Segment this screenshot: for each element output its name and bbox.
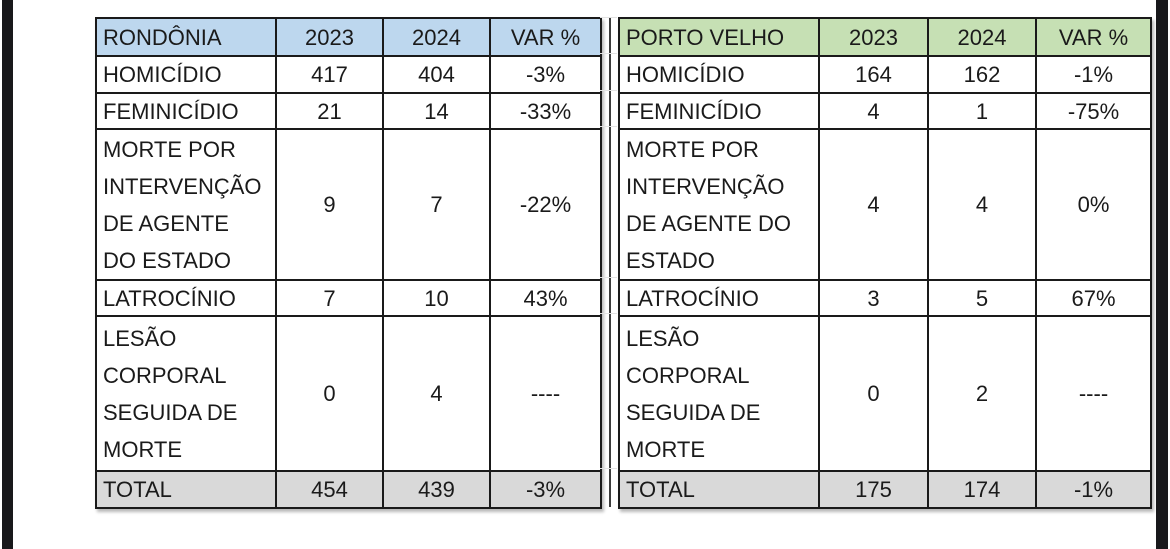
right-letterbox-bar — [1156, 0, 1168, 549]
value-2023: 21 — [277, 94, 384, 128]
col-header-2024: 2024 — [929, 19, 1037, 55]
value-2023: 4 — [820, 94, 929, 128]
row-label: TOTAL — [97, 472, 277, 507]
table-title: RONDÔNIA — [97, 19, 277, 55]
value-2024: 2 — [929, 317, 1037, 470]
row-label: MORTE POR INTERVENÇÃO DE AGENTE DO ESTAD… — [620, 130, 820, 279]
row-label: LESÃO CORPORAL SEGUIDA DE MORTE — [620, 317, 820, 470]
value-2023: 0 — [820, 317, 929, 470]
row-label: LATROCÍNIO — [620, 281, 820, 315]
value-2024: 4 — [384, 317, 491, 470]
value-2024: 7 — [384, 130, 491, 279]
row-gridline — [600, 313, 617, 314]
table-row: LATROCÍNIO 7 10 43% — [97, 279, 600, 315]
col-header-2024: 2024 — [384, 19, 491, 55]
table-row: HOMICÍDIO 417 404 -3% — [97, 55, 600, 92]
table-row: MORTE POR INTERVENÇÃO DE AGENTE DO ESTAD… — [97, 128, 600, 279]
col-header-2023: 2023 — [277, 19, 384, 55]
row-label: LATROCÍNIO — [97, 281, 277, 315]
value-2024: 404 — [384, 57, 491, 92]
value-2024: 174 — [929, 472, 1037, 507]
value-2023: 0 — [277, 317, 384, 470]
table-row: MORTE POR INTERVENÇÃO DE AGENTE DO ESTAD… — [620, 128, 1150, 279]
row-gridline — [600, 90, 617, 91]
table-row: HOMICÍDIO 164 162 -1% — [620, 55, 1150, 92]
table-header-row: PORTO VELHO 2023 2024 VAR % — [620, 19, 1150, 55]
row-gridline — [600, 53, 617, 54]
left-letterbox-bar — [2, 0, 13, 549]
value-var: -3% — [525, 62, 566, 87]
value-var: -33% — [519, 98, 572, 124]
value-2024: 5 — [929, 281, 1037, 315]
value-2023: 417 — [277, 57, 384, 92]
row-gridline — [600, 277, 617, 278]
row-gridline — [600, 126, 617, 127]
value-var: 67% — [1071, 285, 1116, 311]
column-gridline — [609, 18, 611, 507]
value-var: ---- — [1078, 381, 1109, 406]
row-label: FEMINICÍDIO — [620, 94, 820, 128]
table-row: FEMINICÍDIO 4 1 -75% — [620, 92, 1150, 128]
table-row: LESÃO CORPORAL SEGUIDA DE MORTE 0 4 ---- — [97, 315, 600, 470]
value-var: -1% — [1073, 62, 1114, 87]
row-gridline — [600, 17, 617, 18]
total-row: TOTAL 454 439 -3% — [97, 470, 600, 507]
value-2023: 454 — [277, 472, 384, 507]
rondonia-table: RONDÔNIA 2023 2024 VAR % HOMICÍDIO 417 4… — [95, 17, 602, 509]
row-label: LESÃO CORPORAL SEGUIDA DE MORTE — [97, 317, 277, 470]
value-2024: 439 — [384, 472, 491, 507]
value-2024: 4 — [929, 130, 1037, 279]
value-2023: 4 — [820, 130, 929, 279]
value-var: -75% — [1067, 98, 1120, 124]
value-2023: 3 — [820, 281, 929, 315]
value-2024: 162 — [929, 57, 1037, 92]
value-2024: 10 — [384, 281, 491, 315]
value-var: -3% — [491, 472, 600, 507]
row-label: HOMICÍDIO — [620, 57, 820, 92]
col-header-var: VAR % — [491, 19, 600, 55]
row-label: MORTE POR INTERVENÇÃO DE AGENTE DO ESTAD… — [97, 130, 277, 279]
value-2024: 1 — [929, 94, 1037, 128]
value-2023: 7 — [277, 281, 384, 315]
table-row: FEMINICÍDIO 21 14 -33% — [97, 92, 600, 128]
table-title: PORTO VELHO — [620, 19, 820, 55]
value-var: 0% — [1077, 192, 1110, 217]
value-var: ---- — [530, 381, 561, 406]
table-row: LESÃO CORPORAL SEGUIDA DE MORTE 0 2 ---- — [620, 315, 1150, 470]
value-var: -22% — [519, 192, 572, 217]
table-header-row: RONDÔNIA 2023 2024 VAR % — [97, 19, 600, 55]
value-2023: 9 — [277, 130, 384, 279]
row-label: FEMINICÍDIO — [97, 94, 277, 128]
table-row: LATROCÍNIO 3 5 67% — [620, 279, 1150, 315]
row-gridline — [600, 468, 617, 469]
porto-velho-table: PORTO VELHO 2023 2024 VAR % HOMICÍDIO 16… — [618, 17, 1152, 509]
value-2023: 164 — [820, 57, 929, 92]
value-2024: 14 — [384, 94, 491, 128]
col-header-var: VAR % — [1037, 19, 1150, 55]
value-2023: 175 — [820, 472, 929, 507]
value-var: -1% — [1037, 472, 1150, 507]
row-label: TOTAL — [620, 472, 820, 507]
col-header-2023: 2023 — [820, 19, 929, 55]
value-var: 43% — [523, 285, 568, 311]
row-label: HOMICÍDIO — [97, 57, 277, 92]
total-row: TOTAL 175 174 -1% — [620, 470, 1150, 507]
